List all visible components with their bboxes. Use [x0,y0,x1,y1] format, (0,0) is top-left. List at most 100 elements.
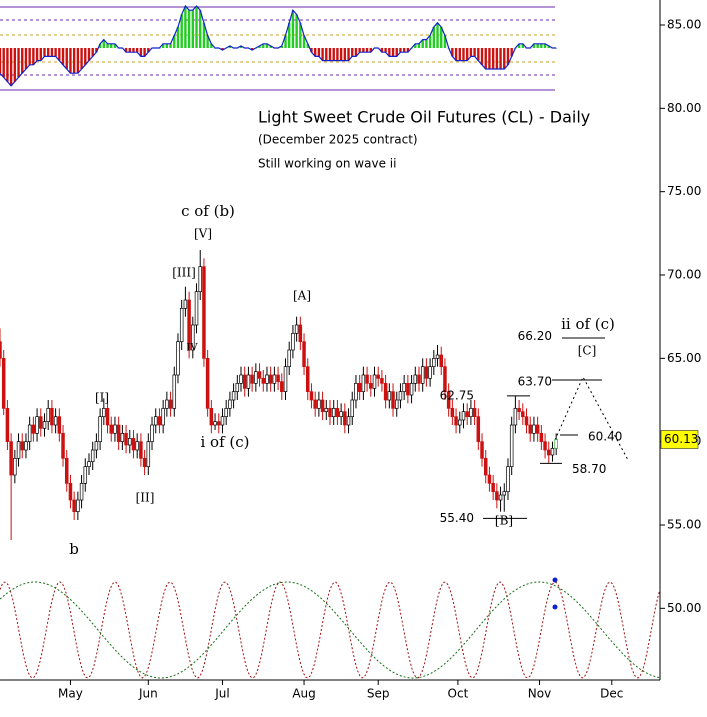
osc-bar [328,48,332,61]
x-tick-label: Dec [600,687,623,701]
osc-bar [291,10,295,48]
osc-bar [228,45,232,48]
candle-body [1,357,6,409]
candle-body [432,357,436,368]
osc-bar [532,43,536,48]
candle-body [435,354,440,359]
candle-body [413,374,418,384]
wave-label: [II] [136,491,155,505]
x-tick-label: Nov [528,687,551,701]
osc-bar [80,48,83,69]
candle-body [176,341,180,376]
candle-body [313,399,317,409]
candle-body [294,324,299,334]
candle-body [261,377,266,384]
osc-bar [443,35,447,48]
candle-body [528,424,532,434]
candle-body [343,411,347,426]
y-tick-label: 65.00 [667,351,701,365]
candle-body [268,374,273,384]
x-tick-label: Jul [214,687,229,701]
candle-body [335,407,340,418]
osc-bar [195,6,198,48]
osc-bar [69,48,72,74]
candle-body [517,407,521,413]
osc-bar [191,10,195,48]
chart-note: Still working on wave ii [258,157,396,171]
candle-body [420,366,425,384]
candle-body [550,447,555,456]
osc-bar [469,48,473,57]
candle-body [446,391,451,409]
candle-body [391,391,395,409]
candle-body [187,299,191,351]
osc-bar [13,48,17,82]
candle-body [198,266,202,293]
osc-bar [2,48,5,78]
candle-body [213,421,217,426]
candle-body [128,437,132,446]
osc-bar [495,48,499,69]
osc-bar [354,48,358,57]
candle-body [64,457,69,484]
osc-bar [58,48,61,61]
osc-bar [139,48,143,57]
level-label: 62.75 [440,388,474,402]
candle-body [535,424,540,434]
candle-body [205,357,210,409]
candle-body [120,432,125,443]
osc-bar [113,43,117,48]
candle-body [394,399,399,409]
osc-bar [161,43,165,48]
level-label: 60.40 [588,430,622,444]
osc-bar [358,48,361,53]
osc-bar [380,48,384,53]
candle-body [16,441,21,459]
level-label: 55.40 [440,511,474,525]
candle-body [458,419,462,426]
candle-body [454,416,458,426]
osc-bar [302,35,306,48]
candle-body [331,407,336,418]
osc-bar [347,48,350,61]
osc-bar [384,48,387,53]
projection-path [554,375,629,461]
last-price-box [660,430,699,449]
candle-body [257,371,262,379]
cycle-dot [552,604,558,610]
osc-bar [32,48,35,65]
candle-body [202,266,206,359]
candle-body [139,441,143,459]
candle-body [50,407,54,426]
candle-body [27,424,32,443]
osc-bar [61,48,65,65]
osc-bar [454,48,458,61]
osc-bar [510,48,513,57]
candle-body [87,461,91,468]
candle-body [61,432,65,459]
osc-bar [280,45,283,48]
candle-body [476,416,481,443]
candle-body [443,366,447,393]
osc-bar [440,27,443,48]
candle-body [57,416,62,434]
osc-bar [451,48,454,57]
candle-body [339,411,343,418]
osc-bar [351,48,354,57]
x-tick-label: May [58,687,83,701]
osc-bar [540,43,543,48]
wave-label: c of (b) [181,202,235,220]
candle-body [465,411,469,418]
candle-body [94,441,99,451]
osc-bar [421,39,424,48]
candle-body [83,466,88,484]
osc-bar [488,48,491,69]
candle-body [554,439,558,449]
candle-body [228,399,232,409]
osc-bar [132,48,135,53]
candle-body [13,457,17,476]
candle-body [298,324,303,343]
candle-body [439,354,443,368]
candle-body [224,407,228,418]
